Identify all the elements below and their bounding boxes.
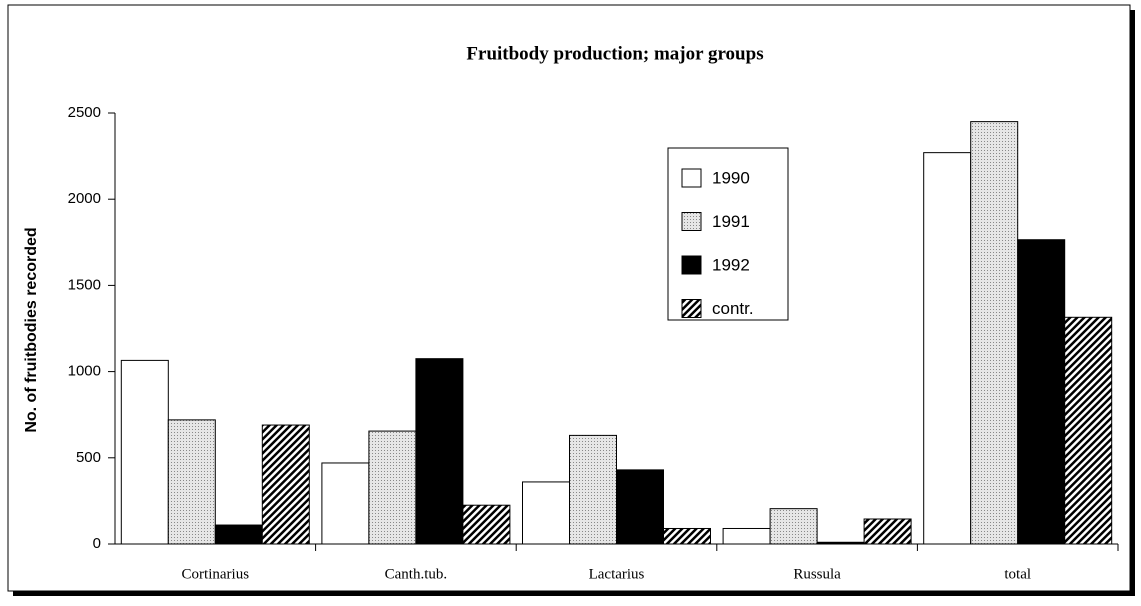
bar — [970, 121, 1019, 545]
bar — [616, 469, 664, 545]
bar — [167, 419, 216, 545]
chart-title: Fruitbody production; major groups — [466, 43, 763, 64]
legend-label: 1990 — [712, 168, 750, 187]
bar — [816, 541, 865, 545]
bar — [368, 430, 417, 545]
bar — [769, 508, 818, 545]
legend-swatch — [681, 212, 702, 231]
y-tick-label: 2000 — [68, 190, 101, 207]
bar — [120, 359, 169, 545]
bar — [261, 424, 310, 545]
bar — [569, 434, 617, 545]
bar — [663, 527, 711, 545]
bar — [321, 462, 370, 545]
bar — [863, 518, 912, 545]
x-tick-label: Russula — [793, 566, 841, 582]
bar — [1064, 316, 1113, 545]
y-tick-label: 2500 — [68, 104, 101, 121]
legend-swatch — [681, 255, 702, 275]
bar — [522, 481, 570, 545]
y-tick-label: 0 — [93, 535, 101, 552]
bar — [415, 358, 464, 545]
y-tick-label: 1000 — [68, 363, 101, 380]
bar — [923, 152, 972, 545]
legend-label: 1991 — [712, 212, 750, 231]
x-tick-label: Lactarius — [589, 566, 645, 582]
bar — [722, 527, 771, 545]
legend-swatch — [681, 168, 702, 188]
legend-label: 1992 — [712, 255, 750, 274]
x-tick-label: Canth.tub. — [385, 566, 448, 582]
y-tick-label: 1500 — [68, 276, 101, 293]
bar — [214, 524, 263, 545]
legend-swatch — [681, 299, 702, 318]
x-tick-label: total — [1004, 566, 1031, 582]
y-tick-label: 500 — [76, 449, 101, 466]
bar — [1017, 239, 1066, 545]
x-tick-label: Cortinarius — [182, 566, 250, 582]
legend-label: contr. — [712, 299, 754, 318]
bar — [462, 504, 511, 545]
y-axis-label: No. of fruitbodies recorded — [23, 227, 40, 432]
